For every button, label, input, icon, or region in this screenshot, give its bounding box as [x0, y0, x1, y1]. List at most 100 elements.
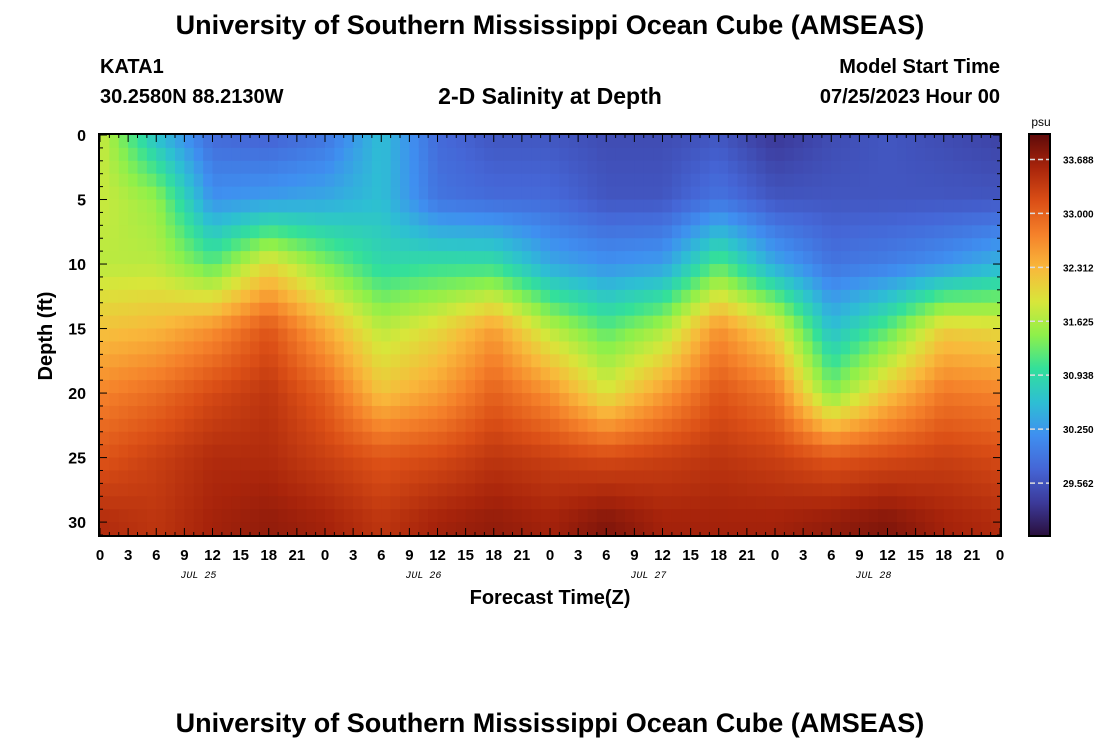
- heatmap-cell: [250, 405, 260, 420]
- heatmap-cell: [756, 405, 767, 420]
- heatmap-cell: [671, 225, 682, 239]
- heatmap-cell: [671, 367, 682, 381]
- heatmap-cell: [268, 147, 279, 162]
- heatmap-cell: [915, 238, 926, 252]
- heatmap-cell: [221, 367, 232, 381]
- heatmap-cell: [446, 315, 457, 330]
- heatmap-cell: [868, 444, 879, 459]
- heatmap-cell: [409, 328, 420, 343]
- heatmap-cell: [653, 160, 664, 175]
- heatmap-cell: [221, 238, 232, 252]
- heatmap-cell: [550, 289, 560, 304]
- heatmap-cell: [681, 444, 692, 459]
- heatmap-cell: [709, 199, 720, 214]
- heatmap-cell: [915, 354, 926, 368]
- heatmap-cell: [878, 328, 889, 343]
- heatmap-cell: [184, 147, 195, 162]
- x-tick-label: 21: [964, 547, 981, 564]
- heatmap-cell: [250, 212, 260, 226]
- heatmap-cell: [390, 405, 401, 420]
- heatmap-cell: [503, 276, 514, 291]
- x-tick-label: 3: [799, 547, 807, 564]
- heatmap-cell: [475, 315, 485, 330]
- colorbar-tick-label: 29.562: [1063, 479, 1094, 490]
- heatmap-cell: [896, 431, 907, 446]
- heatmap-cell: [896, 483, 907, 497]
- heatmap-cell: [868, 135, 879, 149]
- heatmap-cell: [775, 431, 785, 446]
- heatmap-cell: [484, 251, 495, 265]
- heatmap-cell: [146, 380, 157, 394]
- heatmap-cell: [437, 341, 448, 355]
- heatmap-cell: [568, 147, 579, 162]
- heatmap-cell: [390, 289, 401, 304]
- heatmap-cell: [390, 135, 401, 149]
- heatmap-cell: [203, 496, 214, 510]
- heatmap-cell: [315, 302, 326, 317]
- heatmap-cell: [371, 147, 382, 162]
- heatmap-cell: [643, 483, 654, 497]
- heatmap-cell: [718, 160, 729, 175]
- heatmap-cell: [578, 380, 589, 394]
- heatmap-cell: [671, 199, 682, 214]
- heatmap-cell: [118, 405, 129, 420]
- heatmap-cell: [325, 276, 335, 291]
- heatmap-cell: [746, 483, 757, 497]
- heatmap-cell: [100, 367, 110, 381]
- heatmap-cell: [606, 212, 617, 226]
- heatmap-cell: [259, 212, 270, 226]
- heatmap-cell: [221, 509, 232, 523]
- heatmap-cell: [859, 393, 870, 407]
- heatmap-cell: [859, 147, 870, 162]
- heatmap-cell: [625, 276, 635, 291]
- heatmap-cell: [456, 212, 467, 226]
- heatmap-cell: [953, 315, 964, 330]
- heatmap-cell: [550, 354, 560, 368]
- heatmap-cell: [400, 199, 410, 214]
- heatmap-cell: [615, 431, 626, 446]
- heatmap-cell: [493, 444, 504, 459]
- heatmap-cell: [512, 431, 523, 446]
- heatmap-cell: [971, 522, 982, 536]
- heatmap-cell: [437, 238, 448, 252]
- heatmap-cell: [990, 289, 1001, 304]
- heatmap-cell: [606, 147, 617, 162]
- heatmap-cell: [465, 405, 476, 420]
- heatmap-cell: [606, 289, 617, 304]
- heatmap-cell: [250, 367, 260, 381]
- heatmap-cell: [821, 302, 832, 317]
- heatmap-cell: [896, 328, 907, 343]
- heatmap-cell: [437, 328, 448, 343]
- heatmap-cell: [775, 509, 785, 523]
- heatmap-cell: [653, 212, 664, 226]
- heatmap-cell: [100, 212, 110, 226]
- heatmap-cell: [821, 135, 832, 149]
- heatmap-cell: [437, 393, 448, 407]
- heatmap-cell: [821, 431, 832, 446]
- heatmap-cell: [306, 470, 317, 484]
- heatmap-cell: [418, 238, 429, 252]
- heatmap-cell: [212, 276, 223, 291]
- heatmap-cell: [203, 367, 214, 381]
- heatmap-cell: [521, 289, 532, 304]
- heatmap-cell: [981, 431, 992, 446]
- heatmap-cell: [343, 186, 354, 201]
- heatmap-cell: [906, 444, 917, 459]
- heatmap-cell: [306, 509, 317, 523]
- heatmap-cell: [306, 238, 317, 252]
- heatmap-cell: [184, 302, 195, 317]
- heatmap-cell: [700, 302, 710, 317]
- heatmap-cell: [596, 199, 607, 214]
- heatmap-cell: [343, 354, 354, 368]
- heatmap-cell: [971, 173, 982, 188]
- heatmap-cell: [690, 496, 701, 510]
- heatmap-cell: [756, 496, 767, 510]
- heatmap-cell: [259, 147, 270, 162]
- heatmap-cell: [643, 418, 654, 433]
- heatmap-cell: [653, 328, 664, 343]
- heatmap-cell: [484, 380, 495, 394]
- heatmap-cell: [671, 483, 682, 497]
- heatmap-cell: [550, 380, 560, 394]
- heatmap-cell: [737, 302, 748, 317]
- date-label: JUL 26: [405, 571, 441, 582]
